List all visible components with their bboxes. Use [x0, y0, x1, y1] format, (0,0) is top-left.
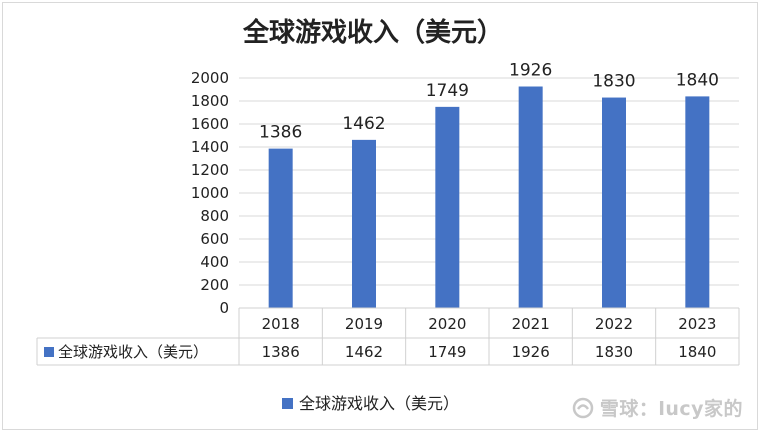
table-value-2022: 1830 [595, 343, 633, 361]
legend-label: 全球游戏收入（美元） [299, 394, 459, 413]
data-label-2021: 1926 [509, 61, 552, 81]
bars [268, 86, 710, 309]
y-axis: 0 200 400 600 800 1000 1200 1400 1600 1800 2000 [191, 69, 229, 317]
table-value-2021: 1926 [512, 343, 550, 361]
bar-2019 [352, 139, 376, 308]
table-value-2023: 1840 [678, 343, 716, 361]
x-tick-label: 2018 [262, 315, 300, 333]
data-label-2018: 1386 [259, 123, 302, 143]
table-legend-swatch [44, 347, 54, 357]
table-series-name: 全球游戏收入（美元） [58, 343, 208, 361]
x-tick-label: 2019 [345, 315, 383, 333]
data-labels: 1386 1462 1749 1926 1830 1840 [259, 61, 719, 143]
bar-2020 [435, 106, 460, 309]
x-tick-label: 2022 [595, 315, 633, 333]
gridlines [239, 77, 739, 309]
y-tick-label: 1600 [191, 115, 229, 133]
legend: 全球游戏收入（美元） [282, 394, 459, 413]
watermark-text: 雪球：lucy家的 [599, 398, 743, 420]
data-label-2022: 1830 [592, 72, 635, 92]
y-tick-label: 1000 [191, 184, 229, 202]
chart-title: 全球游戏收入（美元） [242, 17, 503, 48]
y-tick-label: 1200 [191, 161, 229, 179]
x-tick-label: 2023 [678, 315, 716, 333]
snowball-logo-icon [572, 397, 594, 418]
data-label-2023: 1840 [676, 70, 719, 90]
bar-chart: 全球游戏收入（美元） 0 200 400 600 800 1000 1200 1400 1600… [36, 17, 740, 413]
legend-swatch [282, 398, 293, 409]
y-tick-label: 200 [200, 276, 229, 294]
y-tick-label: 1400 [191, 138, 229, 156]
data-table: 2018 1386 2019 1462 2020 1749 2021 1926 2022 1830… [36, 307, 740, 366]
table-value-2020: 1749 [428, 343, 466, 361]
y-tick-label: 600 [200, 230, 229, 248]
bar-2021 [518, 86, 543, 308]
y-tick-label: 1800 [191, 92, 229, 110]
x-tick-label: 2020 [428, 315, 466, 333]
watermark: 雪球：lucy家的 [572, 394, 743, 421]
x-tick-label: 2021 [512, 315, 550, 333]
data-label-2020: 1749 [426, 81, 469, 101]
bar-2022 [602, 97, 626, 308]
table-value-2019: 1462 [345, 343, 383, 361]
y-tick-label: 400 [200, 253, 229, 271]
y-tick-label: 800 [200, 207, 229, 225]
data-label-2019: 1462 [342, 114, 385, 134]
table-value-2018: 1386 [262, 343, 300, 361]
chart-frame: 全球游戏收入（美元） 0 200 400 600 800 1000 1200 1400 1600… [2, 2, 758, 430]
y-tick-label: 0 [219, 299, 229, 317]
bar-2023 [685, 96, 710, 309]
y-tick-label: 2000 [191, 69, 229, 87]
bar-2018 [268, 148, 293, 308]
